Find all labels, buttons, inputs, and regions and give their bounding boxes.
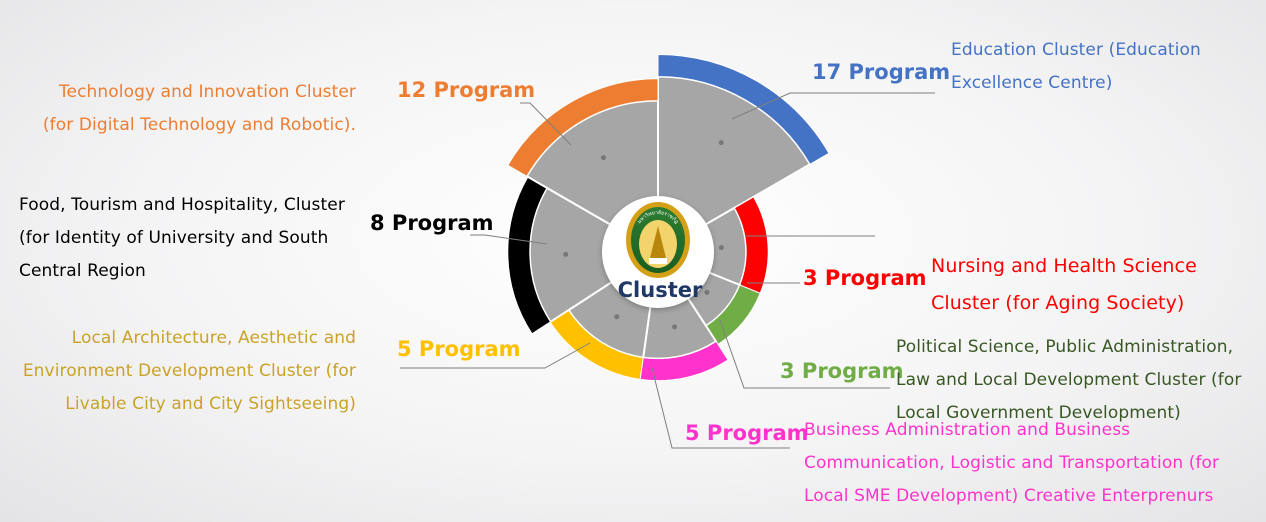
architecture-cluster-description: Local Architecture, Aesthetic and Enviro… [23, 322, 356, 421]
business-leader-dot [672, 324, 678, 330]
education-leader-line [731, 92, 935, 120]
architecture-count-label: 5 Program [397, 337, 521, 361]
technology-count-label: 12 Program [397, 78, 536, 102]
business-count-label: 5 Program [685, 421, 809, 445]
nursing-desc-line-2: Cluster (for Aging Society) [931, 292, 1185, 314]
business-desc-line-1: Business Administration and Business [804, 420, 1131, 440]
food-desc-line-1: Food, Tourism and Hospitality, Cluster [19, 195, 345, 215]
logo-base [649, 258, 667, 264]
technology-leader-dot [601, 155, 606, 161]
food-cluster-description: Food, Tourism and Hospitality, Cluster (… [19, 189, 345, 288]
political-leader-line [719, 319, 890, 389]
education-leader-dot [718, 140, 724, 146]
education-arc-band [657, 53, 830, 165]
food-leader-line [470, 234, 548, 245]
nursing-desc-line-1: Nursing and Health Science [931, 255, 1197, 277]
education-desc-line-1: Education Cluster (Education [951, 40, 1201, 60]
education-cluster-description: Education Cluster (Education Excellence … [951, 34, 1201, 100]
food-leader-dot [563, 251, 569, 257]
education-count-label: 17 Program [812, 60, 951, 84]
political-desc-line-3: Local Government Development) [896, 403, 1181, 423]
political-desc-line-2: Law and Local Development Cluster (for [896, 370, 1242, 390]
architecture-leader-line [400, 342, 591, 369]
business-leader-line [651, 367, 790, 449]
political-leader-dot [704, 289, 710, 295]
political-desc-line-1: Political Science, Public Administration… [896, 337, 1234, 357]
logo-pagoda [650, 226, 666, 258]
political-cluster-description: Political Science, Public Administration… [896, 331, 1241, 430]
technology-cluster-description: Technology and Innovation Cluster (for D… [43, 76, 356, 142]
technology-leader-line [520, 102, 572, 146]
architecture-desc-line-3: Livable City and City Sightseeing) [65, 394, 356, 414]
business-desc-line-2: Communication, Logistic and Transportati… [804, 453, 1220, 473]
food-desc-line-3: Central Region [19, 261, 146, 281]
technology-desc-line-1: Technology and Innovation Cluster [58, 82, 356, 102]
technology-desc-line-2: (for Digital Technology and Robotic). [42, 115, 356, 135]
nursing-cluster-description: Nursing and Health Science Cluster (for … [931, 248, 1197, 322]
food-desc-line-2: (for Identity of University and South [19, 228, 329, 248]
business-desc-line-3: Local SME Development) Creative Enterpre… [804, 486, 1214, 506]
architecture-desc-line-2: Environment Development Cluster (for [22, 361, 356, 381]
university-logo: มหาวิทยาลัยราชภัฏ [602, 196, 714, 308]
business-cluster-description: Business Administration and Business Com… [804, 414, 1219, 513]
center-cluster-label: Cluster [617, 278, 703, 302]
nursing-leader-dot [718, 245, 724, 251]
political-count-label: 3 Program [780, 359, 904, 383]
architecture-desc-line-1: Local Architecture, Aesthetic and [71, 328, 356, 348]
education-desc-line-2: Excellence Centre) [951, 73, 1113, 93]
food-count-label: 8 Program [370, 211, 494, 235]
architecture-leader-dot [614, 314, 620, 320]
nursing-count-label: 3 Program [803, 266, 927, 290]
